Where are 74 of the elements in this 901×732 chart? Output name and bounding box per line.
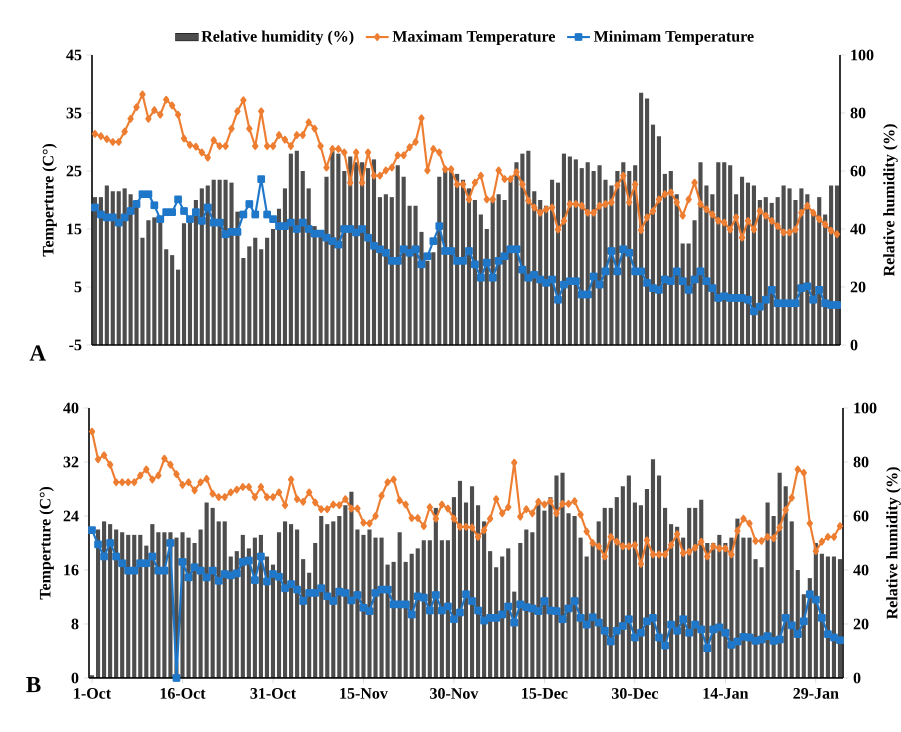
- x-tick-label: 29-Jan: [793, 688, 839, 699]
- y2-tick-label: 0: [850, 340, 858, 350]
- bar: [282, 521, 288, 678]
- y-tick-label: 45: [66, 50, 82, 60]
- y2-tick-label: 80: [854, 456, 868, 468]
- bar: [176, 270, 180, 345]
- y2-tick-label: 20: [850, 282, 866, 292]
- x-tick-label: 16-Oct: [160, 688, 206, 699]
- y2-tick-label: 0: [854, 672, 860, 684]
- x-tick-label: 30-Nov: [430, 688, 478, 699]
- bar: [156, 532, 160, 678]
- bar: [324, 176, 329, 345]
- text: B: [26, 677, 41, 692]
- y2-tick-label: 60: [854, 510, 868, 522]
- y-tick-label: 24: [64, 510, 79, 522]
- bar: [96, 529, 100, 678]
- bar: [182, 223, 186, 345]
- bar: [92, 197, 98, 345]
- y2-axis-title: Relative humidity (%): [886, 467, 901, 620]
- y-tick-label: 8: [71, 618, 78, 630]
- bar: [276, 208, 282, 345]
- y-axis-title: Temperture (C°): [42, 144, 57, 256]
- bar: [692, 220, 697, 345]
- bar: [832, 556, 836, 678]
- bar: [367, 529, 372, 678]
- bar: [366, 168, 370, 345]
- y-tick-label: 15: [67, 224, 82, 234]
- y2-tick-label: 100: [854, 402, 876, 414]
- x-tick-label: 30-Dec: [612, 688, 658, 699]
- bar: [282, 188, 288, 345]
- bar: [753, 559, 758, 678]
- bar: [741, 538, 746, 678]
- y2-tick-label: 20: [854, 618, 868, 630]
- bar: [146, 220, 150, 345]
- y-axis-title: Temperture (C°): [39, 486, 54, 600]
- bar: [398, 532, 402, 678]
- y2-tick-label: 100: [851, 50, 874, 60]
- y2-tick-label: 40: [850, 224, 866, 234]
- y-tick-label: 5: [74, 282, 82, 292]
- y2-axis-title: Relative humidity (%): [883, 124, 898, 276]
- y-tick-label: -5: [69, 340, 82, 350]
- y-tick-label: 40: [63, 402, 78, 414]
- bar: [650, 124, 656, 345]
- x-tick-label: 15-Nov: [340, 688, 388, 699]
- bar: [413, 206, 418, 345]
- bar: [276, 532, 282, 678]
- x-tick-label: 15-Dec: [522, 688, 568, 699]
- bar: [566, 513, 571, 678]
- bar: [747, 538, 752, 678]
- legend-label: Minimam Temperature: [594, 30, 754, 45]
- y-tick-label: 35: [66, 108, 82, 118]
- bar: [373, 538, 378, 678]
- y-tick-label: 25: [66, 166, 82, 176]
- bar: [838, 559, 842, 678]
- bar: [361, 534, 366, 678]
- y-tick-label: 0: [72, 672, 78, 684]
- y2-tick-label: 60: [850, 166, 866, 176]
- y-tick-label: 16: [64, 564, 78, 576]
- legend-label: Maximam Temperature: [392, 30, 556, 45]
- y2-tick-label: 40: [853, 564, 868, 576]
- y2-tick-label: 80: [850, 108, 866, 118]
- x-tick-label: 1-Oct: [74, 688, 112, 699]
- bar: [379, 538, 384, 678]
- text: A: [30, 345, 46, 361]
- bar: [186, 538, 191, 678]
- bar: [271, 228, 276, 345]
- y-tick-label: 32: [64, 456, 78, 468]
- bar: [241, 258, 246, 345]
- x-tick-label: 14-Jan: [704, 688, 748, 699]
- bar: [229, 182, 234, 345]
- bar: [140, 238, 145, 345]
- legend-label: Relative humidity (%): [202, 30, 354, 46]
- x-tick-label: 31-Oct: [250, 688, 296, 699]
- bar: [644, 98, 650, 345]
